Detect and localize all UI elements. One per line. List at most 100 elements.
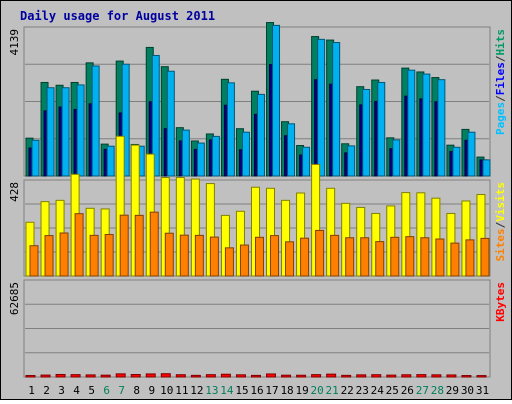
- legend-visits_sites: Sites/Visits: [494, 182, 507, 262]
- bar-pages-day-22: [347, 145, 356, 177]
- bar-sites-day-14: [224, 247, 234, 277]
- bar-pages-day-11: [181, 129, 190, 177]
- bar-sites-day-17: [270, 235, 280, 277]
- bar-pages-day-21: [332, 42, 341, 177]
- legend-item: Hits: [494, 29, 507, 56]
- bar-sites-day-25: [390, 236, 400, 277]
- bar-sites-day-15: [239, 244, 249, 277]
- x-tick-label-day-31: 31: [476, 384, 489, 397]
- x-tick-label-day-4: 4: [73, 384, 80, 397]
- bar-pages-day-18: [287, 123, 296, 177]
- bar-kbytes-day-8: [130, 374, 141, 378]
- bar-kbytes-day-14: [220, 373, 231, 378]
- bar-sites-day-12: [194, 234, 204, 277]
- x-tick-label-day-20: 20: [311, 384, 324, 397]
- x-tick-label-day-6: 6: [103, 384, 110, 397]
- bar-sites-day-9: [149, 211, 159, 277]
- x-tick-label-day-29: 29: [446, 384, 459, 397]
- bar-kbytes-day-3: [55, 373, 66, 378]
- bar-kbytes-day-15: [235, 374, 246, 378]
- bar-pages-day-3: [61, 87, 70, 177]
- bar-pages-day-14: [226, 82, 235, 177]
- bar-sites-day-24: [375, 241, 385, 277]
- bar-kbytes-day-23: [356, 374, 367, 378]
- bar-pages-day-10: [166, 70, 175, 177]
- bar-pages-day-24: [377, 81, 386, 177]
- bar-sites-day-11: [179, 234, 189, 277]
- x-tick-label-day-3: 3: [58, 384, 65, 397]
- bar-pages-day-16: [256, 93, 265, 177]
- bar-kbytes-day-6: [100, 374, 111, 378]
- bar-sites-day-26: [405, 236, 415, 277]
- bar-pages-day-28: [437, 79, 446, 177]
- bar-kbytes-day-19: [296, 374, 307, 378]
- x-tick-label-day-10: 10: [160, 384, 173, 397]
- bar-sites-day-31: [480, 237, 490, 277]
- bar-sites-day-20: [315, 229, 325, 277]
- bar-kbytes-day-17: [266, 373, 277, 378]
- x-tick-label-day-11: 11: [175, 384, 188, 397]
- legend-item: Pages: [494, 102, 507, 135]
- x-tick-label-day-19: 19: [295, 384, 308, 397]
- x-tick-label-day-13: 13: [205, 384, 218, 397]
- bar-kbytes-day-31: [476, 375, 487, 378]
- legend-item: /: [494, 55, 507, 62]
- bar-sites-day-28: [435, 238, 445, 277]
- legend-item: Visits: [494, 182, 507, 222]
- bar-kbytes-day-4: [70, 374, 81, 378]
- bar-pages-day-9: [151, 54, 160, 177]
- legend-item: Sites: [494, 228, 507, 261]
- x-tick-label-day-1: 1: [28, 384, 35, 397]
- bar-pages-day-25: [392, 139, 401, 177]
- panels-layer: 4139Pages/Files/Hits428Sites/Visits62685…: [8, 22, 507, 397]
- bar-kbytes-day-11: [175, 374, 186, 378]
- bar-kbytes-day-27: [416, 374, 427, 378]
- bar-sites-day-8: [134, 214, 144, 277]
- bar-kbytes-day-21: [326, 373, 337, 378]
- x-tick-label-day-18: 18: [280, 384, 293, 397]
- x-tick-label-day-30: 30: [461, 384, 474, 397]
- bar-sites-day-18: [285, 241, 295, 277]
- bar-sites-day-10: [164, 232, 174, 277]
- bar-sites-day-29: [450, 242, 460, 277]
- x-tick-label-day-21: 21: [326, 384, 339, 397]
- bar-pages-day-2: [46, 87, 55, 177]
- x-tick-label-day-12: 12: [190, 384, 203, 397]
- bar-pages-day-12: [196, 142, 205, 177]
- bar-pages-day-13: [211, 135, 220, 177]
- bar-kbytes-day-25: [386, 374, 397, 378]
- bar-pages-day-15: [241, 131, 250, 177]
- bar-kbytes-day-12: [190, 374, 201, 378]
- x-tick-label-day-17: 17: [265, 384, 278, 397]
- bar-pages-day-23: [362, 88, 371, 177]
- bar-kbytes-day-30: [461, 375, 472, 378]
- bar-sites-day-6: [104, 234, 114, 277]
- bar-pages-day-5: [91, 65, 100, 177]
- bar-kbytes-day-1: [25, 375, 36, 378]
- bar-sites-day-23: [360, 237, 370, 277]
- x-tick-label-day-7: 7: [118, 384, 125, 397]
- bar-sites-day-16: [254, 236, 264, 277]
- bar-kbytes-day-2: [40, 374, 51, 378]
- bar-sites-day-2: [44, 235, 54, 277]
- bar-pages-day-4: [76, 84, 85, 177]
- x-tick-label-day-28: 28: [431, 384, 444, 397]
- bar-pages-day-26: [407, 69, 416, 177]
- bar-sites-day-19: [300, 237, 310, 277]
- x-tick-label-day-9: 9: [148, 384, 155, 397]
- bar-sites-day-21: [330, 234, 340, 277]
- bar-pages-day-30: [467, 131, 476, 177]
- y-max-label-pages_files_hits: 4139: [8, 29, 21, 56]
- legend-item: Files: [494, 62, 507, 95]
- y-max-label-visits_sites: 428: [8, 182, 21, 202]
- bar-sites-day-1: [29, 245, 39, 277]
- bar-kbytes-day-18: [281, 374, 292, 378]
- x-tick-label-day-14: 14: [220, 384, 234, 397]
- bar-pages-day-20: [317, 38, 326, 177]
- bar-kbytes-day-16: [250, 374, 261, 378]
- x-tick-label-day-23: 23: [356, 384, 369, 397]
- legend-item: /: [494, 95, 507, 102]
- x-tick-label-day-5: 5: [88, 384, 95, 397]
- bar-pages-day-19: [302, 146, 311, 177]
